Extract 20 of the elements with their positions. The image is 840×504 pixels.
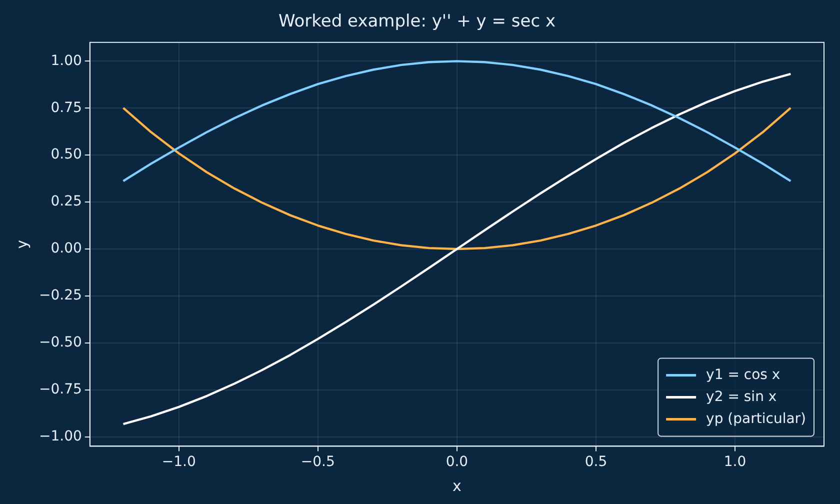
- x-tick-label: 0.0: [446, 454, 468, 470]
- y-tick-label: −1.00: [38, 428, 82, 444]
- x-tick-label: −1.0: [162, 454, 196, 470]
- y-tick-label: −0.50: [38, 334, 82, 351]
- y-tick-label: 0.00: [50, 240, 82, 257]
- chart-title: Worked example: y'' + y = sec x: [278, 12, 556, 32]
- y-tick-label: −0.75: [38, 381, 82, 398]
- legend-label: y1 = cos x: [706, 366, 780, 383]
- y-tick-label: 1.00: [50, 52, 82, 69]
- x-axis-title: x: [452, 476, 462, 495]
- legend-label: y2 = sin x: [706, 388, 777, 405]
- y-tick-label: 0.50: [50, 146, 82, 163]
- x-tick-label: 0.5: [584, 454, 608, 470]
- y-tick-label: 0.25: [50, 194, 82, 210]
- legend-label: yp (particular): [706, 410, 806, 427]
- y-tick-label: 0.75: [50, 100, 82, 116]
- x-tick-label: −0.5: [300, 454, 335, 470]
- y-axis-title: y: [12, 240, 31, 249]
- y-tick-label: −0.25: [38, 288, 82, 304]
- x-tick-label: 1.0: [724, 454, 746, 470]
